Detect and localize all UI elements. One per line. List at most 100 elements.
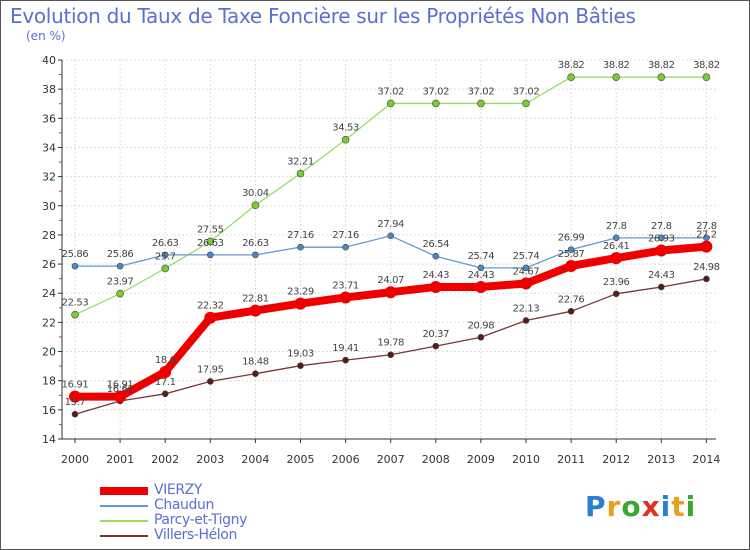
data-point bbox=[69, 390, 81, 403]
data-point bbox=[251, 201, 260, 209]
x-tick-label: 2002 bbox=[151, 453, 179, 466]
data-point bbox=[612, 73, 621, 82]
y-tick-label: 20 bbox=[42, 346, 56, 359]
data-label: 30.04 bbox=[242, 188, 269, 199]
legend-swatch bbox=[100, 535, 148, 537]
legend-label: Parcy-et-Tigny bbox=[154, 512, 247, 528]
data-point bbox=[657, 283, 665, 291]
data-point bbox=[161, 264, 169, 273]
data-label: 23.29 bbox=[287, 287, 314, 298]
y-tick-label: 14 bbox=[42, 433, 56, 446]
data-point bbox=[252, 370, 259, 377]
data-point bbox=[610, 252, 623, 265]
data-point bbox=[159, 365, 172, 378]
data-label: 24.67 bbox=[513, 266, 540, 277]
y-tick-label: 40 bbox=[42, 54, 56, 67]
data-label: 26.93 bbox=[648, 234, 675, 245]
data-point bbox=[249, 304, 262, 317]
y-unit-label: (en %) bbox=[26, 29, 66, 43]
x-tick-label: 2005 bbox=[287, 453, 315, 466]
data-label: 34.53 bbox=[332, 123, 359, 134]
data-label: 26.63 bbox=[197, 238, 224, 249]
data-point bbox=[207, 378, 214, 385]
data-label: 22.76 bbox=[558, 294, 585, 305]
y-tick-label: 28 bbox=[42, 229, 56, 242]
data-point bbox=[477, 333, 485, 341]
data-label: 22.32 bbox=[197, 301, 224, 312]
data-point bbox=[384, 286, 397, 299]
data-point bbox=[703, 275, 710, 283]
data-point bbox=[114, 390, 127, 403]
legend-label: Chaudun bbox=[154, 497, 214, 513]
data-point bbox=[655, 244, 668, 257]
y-tick-label: 24 bbox=[42, 287, 56, 300]
y-tick-label: 18 bbox=[42, 375, 56, 388]
data-label: 26.99 bbox=[558, 233, 585, 244]
data-point bbox=[520, 277, 532, 290]
y-tick-label: 16 bbox=[42, 404, 56, 417]
x-tick-label: 2000 bbox=[61, 453, 89, 466]
data-point bbox=[296, 169, 305, 178]
x-tick-label: 2010 bbox=[512, 453, 540, 466]
data-point bbox=[387, 351, 395, 359]
x-tick-label: 2013 bbox=[647, 453, 675, 466]
data-point bbox=[477, 264, 485, 272]
y-tick-label: 38 bbox=[42, 83, 56, 96]
data-point bbox=[204, 311, 217, 324]
x-tick-label: 2003 bbox=[196, 453, 224, 466]
data-label: 37.02 bbox=[377, 86, 404, 97]
data-point bbox=[431, 99, 440, 108]
data-label: 27.16 bbox=[332, 230, 359, 241]
proxiti-logo: Proxiti bbox=[585, 490, 696, 523]
data-label: 24.43 bbox=[648, 270, 675, 281]
data-label: 19.78 bbox=[377, 338, 404, 349]
data-label: 37.02 bbox=[513, 86, 540, 97]
data-label: 25.74 bbox=[513, 251, 540, 262]
data-point bbox=[567, 73, 575, 82]
data-label: 24.43 bbox=[468, 270, 495, 281]
logo-letter: r bbox=[606, 490, 622, 523]
data-point bbox=[612, 234, 620, 242]
data-point bbox=[342, 243, 349, 251]
data-label: 19.03 bbox=[287, 349, 314, 360]
data-label: 26.41 bbox=[603, 241, 630, 252]
data-label: 38.82 bbox=[603, 60, 630, 71]
data-label: 32.21 bbox=[287, 157, 314, 168]
data-label: 25.86 bbox=[107, 249, 134, 260]
data-point bbox=[71, 262, 79, 270]
data-point bbox=[657, 73, 666, 82]
data-label: 26.63 bbox=[242, 238, 269, 249]
data-label: 23.71 bbox=[332, 280, 359, 291]
data-point bbox=[702, 73, 711, 82]
data-label: 22.13 bbox=[513, 303, 540, 314]
data-point bbox=[522, 264, 530, 272]
data-point bbox=[161, 390, 169, 398]
x-tick-label: 2014 bbox=[692, 453, 720, 466]
y-tick-label: 32 bbox=[42, 171, 56, 184]
data-label: 25.86 bbox=[62, 249, 89, 260]
data-label: 37.02 bbox=[422, 86, 449, 97]
data-label: 22.81 bbox=[242, 294, 269, 305]
data-label: 20.37 bbox=[422, 329, 449, 340]
data-label: 38.82 bbox=[558, 60, 585, 71]
data-label: 24.07 bbox=[377, 275, 404, 286]
x-tick-label: 2009 bbox=[467, 453, 495, 466]
logo-letter: P bbox=[585, 490, 607, 523]
data-point bbox=[522, 99, 530, 108]
data-point bbox=[700, 240, 713, 253]
data-label: 26.54 bbox=[422, 239, 449, 250]
data-label: 15.7 bbox=[65, 397, 86, 408]
data-label: 38.82 bbox=[648, 60, 675, 71]
data-label: 23.96 bbox=[603, 277, 630, 288]
data-point bbox=[567, 308, 575, 315]
data-point bbox=[567, 246, 575, 253]
data-point bbox=[252, 251, 259, 259]
legend-swatch bbox=[100, 520, 148, 522]
data-point bbox=[116, 289, 124, 298]
x-tick-label: 2012 bbox=[602, 453, 630, 466]
data-point bbox=[71, 410, 79, 418]
data-point bbox=[474, 280, 487, 293]
data-point bbox=[429, 280, 442, 293]
data-label: 22.53 bbox=[62, 298, 89, 309]
